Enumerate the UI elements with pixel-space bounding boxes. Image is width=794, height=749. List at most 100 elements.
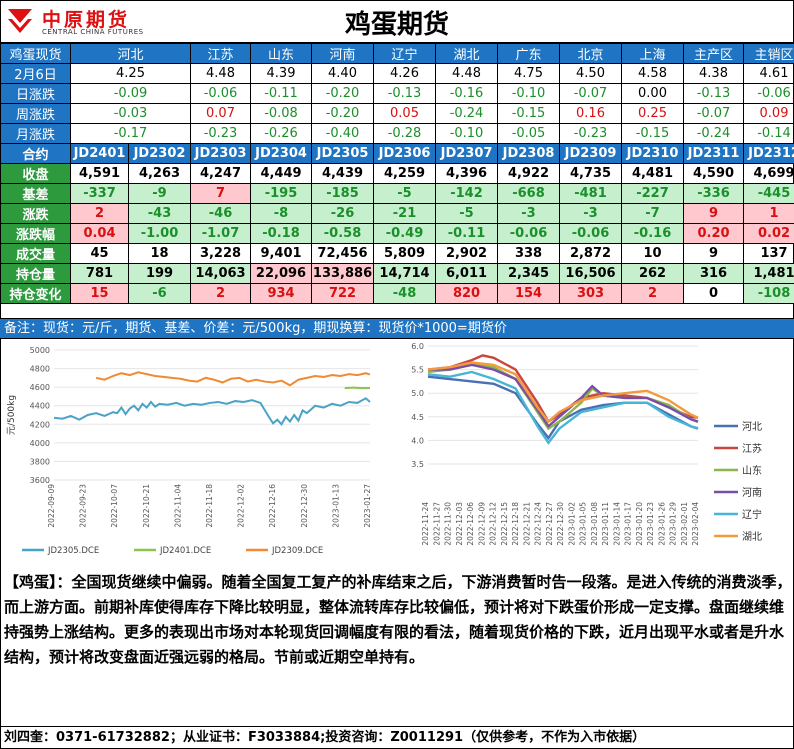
spot-cell: -0.13: [373, 83, 437, 104]
spot-cell: 4.58: [621, 63, 685, 84]
spot-row-label: 日涨跌: [0, 83, 71, 104]
region-header: 江苏: [190, 43, 252, 64]
futures-cell: 820: [435, 283, 499, 304]
futures-cell: -26: [311, 203, 375, 224]
spot-row: 周涨跌 -0.03 0.07 -0.08 -0.20 0.05 -0.24 -0.15 0.16…: [0, 103, 794, 124]
futures-cell: 2,902: [435, 243, 499, 264]
x-tick-label: 2022-11-24: [421, 502, 430, 546]
spot-cell: 0.00: [621, 83, 685, 104]
contract-price-line-chart: 3600 3800 4000 4200 4400 4600 4800 5000 元/500kg 2…: [7, 346, 372, 556]
futures-cell: 5,809: [373, 243, 437, 264]
x-tick-label: 2022-12-06: [466, 502, 475, 546]
contract-header: JD2302: [127, 143, 192, 164]
company-logo: 中原期货 CENTRAL CHINA FUTURES: [4, 3, 164, 39]
y-tick-label: 4200: [30, 420, 50, 429]
x-tick-label: 2022-11-04: [173, 484, 182, 528]
spot-section: 鸡蛋现货 河北 江苏 山东 河南 辽宁 湖北 广东 北京 上海 主产区 主销区 2月6日 4.25 4.48…: [0, 43, 794, 144]
legend-label: 山东: [742, 464, 762, 477]
futures-cell: 4,247: [190, 163, 252, 184]
futures-cell: 2: [621, 283, 685, 304]
futures-cell: 10: [621, 243, 685, 264]
y-tick-label: 4400: [30, 402, 50, 411]
x-tick-label: 2023-01-23: [646, 502, 655, 546]
x-tick-label: 2023-01-29: [669, 502, 678, 546]
spot-row-label: 月涨跌: [0, 123, 71, 144]
spot-cell: -0.17: [69, 123, 192, 144]
spot-cell: -0.06: [190, 83, 252, 104]
spot-cell: -0.10: [435, 123, 499, 144]
region-header: 湖北: [435, 43, 499, 64]
futures-cell: -227: [621, 183, 685, 204]
y-tick-label: 5.0: [411, 389, 424, 398]
futures-cell: 2: [70, 203, 129, 224]
x-tick-label: 2023-02-04: [691, 502, 700, 546]
report-header: 中原期货 CENTRAL CHINA FUTURES 鸡蛋期货: [0, 0, 794, 43]
x-tick-label: 2022-12-27: [545, 502, 554, 546]
futures-cell: -0.06: [497, 223, 561, 244]
x-tick-label: 2023-02-01: [680, 502, 689, 546]
y-tick-label: 3.5: [411, 460, 424, 469]
futures-cell: 0.04: [70, 223, 129, 244]
spot-cell: 0.25: [621, 103, 685, 124]
spot-cell: -0.13: [683, 83, 745, 104]
spot-cell: 0.05: [373, 103, 437, 124]
x-tick-label: 2022-11-27: [432, 502, 441, 546]
x-tick-label: 2022-12-15: [500, 502, 509, 546]
futures-cell: 4,263: [127, 163, 192, 184]
logo-mark-icon: [8, 9, 32, 33]
series-line-JD2305.DCE: [53, 397, 371, 426]
x-tick-label: 2022-12-30: [300, 484, 309, 528]
x-tick-label: 2023-01-27: [363, 484, 372, 528]
futures-cell: 9: [683, 243, 745, 264]
futures-cell: 1: [743, 203, 794, 224]
contract-header: JD2303: [190, 143, 252, 164]
futures-cell: 4,396: [435, 163, 499, 184]
series-line-JD2309.DCE: [95, 371, 371, 387]
futures-cell: -481: [559, 183, 623, 204]
futures-cell: 722: [311, 283, 375, 304]
spot-cell: -0.24: [683, 123, 745, 144]
futures-cell: 154: [497, 283, 561, 304]
spot-cell: -0.23: [559, 123, 623, 144]
x-tick-label: 2022-12-18: [511, 502, 520, 546]
futures-cell: -336: [683, 183, 745, 204]
region-header: 河南: [311, 43, 375, 64]
chart-contract-prices: 3600 3800 4000 4200 4400 4600 4800 5000 元/500kg 2…: [2, 340, 386, 568]
x-tick-label: 2023-01-26: [657, 502, 666, 546]
futures-cell: -21: [373, 203, 437, 224]
futures-cell: -48: [373, 283, 437, 304]
futures-cell: 262: [621, 263, 685, 284]
futures-row-label: 成交量: [0, 243, 71, 264]
legend-label: 河南: [742, 486, 762, 499]
futures-cell: 18: [127, 243, 192, 264]
spot-cell: 4.50: [559, 63, 623, 84]
y-axis-label: 元/500kg: [7, 395, 17, 435]
analyst-footer: 刘四奎：0371-61732882；从业证书：F3033884;投资咨询：Z00…: [0, 726, 794, 748]
spot-row-label: 2月6日: [0, 63, 71, 84]
spot-cell: -0.24: [435, 103, 499, 124]
region-header: 主销区: [743, 43, 794, 64]
futures-cell: -445: [743, 183, 794, 204]
spot-cell: -0.06: [743, 83, 794, 104]
y-tick-label: 4000: [30, 439, 50, 448]
futures-section: 合约 JD2401 JD2302 JD2303 JD2304 JD2305 JD2306 JD…: [0, 143, 794, 304]
x-tick-label: 2023-01-20: [635, 502, 644, 546]
futures-row: 涨跌幅 0.04 -1.00 -1.07 -0.18 -0.58 -0.49 -0.11 -0.…: [0, 223, 794, 244]
futures-cell: 9,401: [250, 243, 313, 264]
x-tick-label: 2022-10-07: [110, 484, 119, 528]
futures-cell: 15: [70, 283, 129, 304]
contract-label: 合约: [0, 143, 71, 164]
spot-cell: -0.03: [69, 103, 192, 124]
legend-label: JD2309.DCE: [271, 546, 323, 556]
market-commentary: 【鸡蛋】：全国现货继续中偏弱。随着全国复工复产的补库结束之后，下游消费暂时告一段…: [4, 573, 792, 666]
futures-cell: -337: [70, 183, 129, 204]
futures-cell: 4,590: [683, 163, 745, 184]
futures-cell: -3: [559, 203, 623, 224]
region-header: 主产区: [683, 43, 745, 64]
series-line-河北: [427, 375, 699, 441]
futures-cell: 199: [127, 263, 192, 284]
y-tick-label: 5000: [30, 346, 50, 355]
x-tick-label: 2023-01-14: [612, 502, 621, 546]
futures-cell: -0.49: [373, 223, 437, 244]
